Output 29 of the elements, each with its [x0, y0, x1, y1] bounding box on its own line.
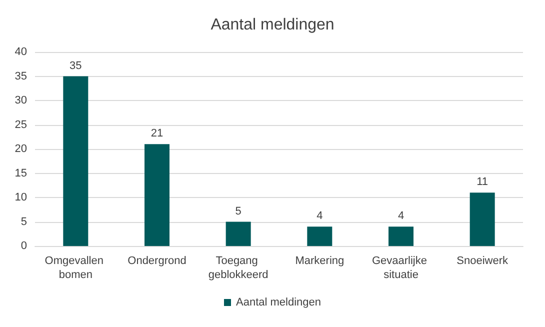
data-label: 5: [235, 205, 242, 218]
bar: [63, 76, 88, 246]
bar: [470, 192, 495, 246]
y-tick-label: 15: [14, 167, 27, 180]
bar: [144, 144, 170, 246]
data-label: 4: [316, 210, 323, 222]
data-label: 35: [70, 60, 82, 72]
data-label: 21: [150, 128, 164, 140]
y-tick-label: 0: [20, 240, 27, 252]
bar: [307, 226, 332, 246]
x-tick-label: Gevaarlijke situatie: [372, 255, 430, 281]
data-label: 4: [398, 210, 404, 222]
data-label: 11: [476, 176, 488, 188]
chart-title: Aantal meldingen: [210, 16, 334, 34]
x-tick-label: Omgevallen bomen: [44, 255, 107, 281]
y-tick-label: 25: [14, 118, 27, 131]
x-tick-label: Toegang geblokkeerd: [208, 255, 268, 281]
y-tick-label: 35: [14, 70, 27, 82]
bar: [226, 222, 251, 246]
x-tick-label: Snoeiwerk: [456, 255, 509, 267]
y-tick-label: 30: [14, 94, 27, 106]
y-tick-label: 40: [14, 46, 27, 58]
x-tick-label: Markering: [295, 255, 344, 267]
y-tick-label: 5: [20, 216, 27, 228]
legend-label: Aantal meldingen: [236, 296, 322, 308]
x-tick-label: Ondergrond: [128, 255, 186, 267]
y-tick-label: 20: [14, 143, 27, 155]
y-tick-label: 10: [14, 192, 27, 204]
bar: [388, 226, 414, 246]
